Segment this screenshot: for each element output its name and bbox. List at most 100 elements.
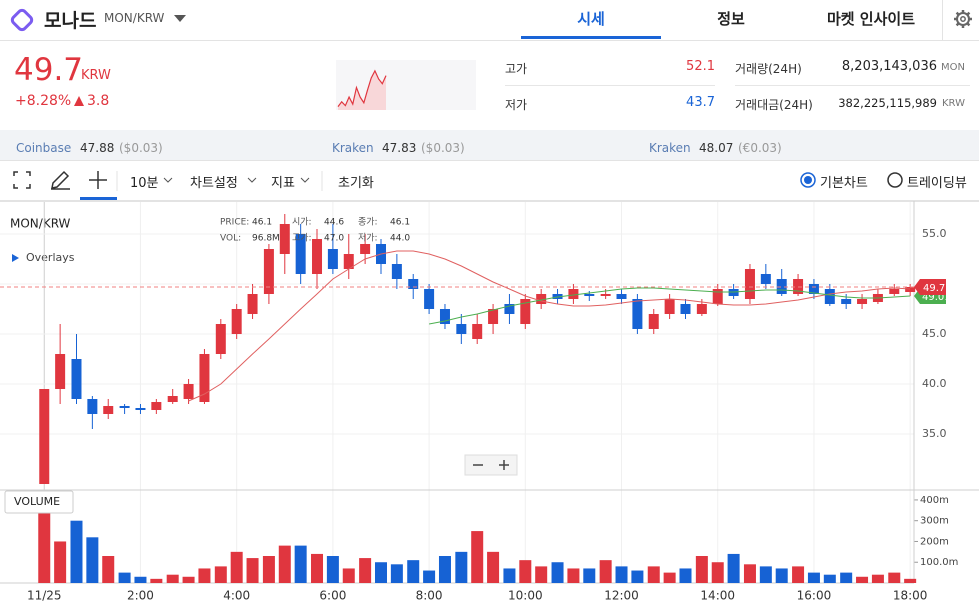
- moving-average: [429, 287, 911, 325]
- mode-option[interactable]: 트레이딩뷰: [907, 176, 967, 191]
- exchange-sub: ($0.03): [119, 141, 163, 155]
- indicators[interactable]: 지표: [271, 176, 295, 191]
- candle-body: [391, 264, 402, 279]
- zoom-box: [464, 454, 518, 476]
- candle-body: [263, 249, 274, 294]
- x-tick-label: 16:00: [797, 589, 832, 603]
- settings-icon[interactable]: [952, 8, 974, 30]
- volume-bar: [503, 568, 516, 583]
- candle-body: [327, 249, 338, 269]
- volume-value: 8,203,143,036: [841, 59, 937, 74]
- candle-body: [279, 224, 290, 254]
- y-tick-label: 55.0: [922, 227, 947, 240]
- candle-body: [103, 406, 114, 414]
- volume-unit: MON: [941, 62, 965, 73]
- overlays[interactable]: Overlays: [26, 251, 75, 264]
- up-arrow: [74, 96, 84, 106]
- exchange-name: Coinbase: [16, 141, 72, 155]
- interval[interactable]: 10분: [130, 176, 159, 191]
- candle-body: [199, 354, 210, 402]
- candle-body: [648, 314, 659, 329]
- volume-bar: [775, 568, 788, 583]
- volume-bar: [134, 576, 147, 583]
- candle-body: [696, 304, 707, 314]
- stat-label: 거래대금(24H): [735, 98, 813, 112]
- candle-body: [488, 309, 499, 324]
- turnover-unit: KRW: [942, 98, 965, 109]
- candle-body: [119, 406, 130, 408]
- candle-body: [857, 299, 868, 304]
- candle-body: [504, 304, 515, 314]
- exchange-name: Kraken: [332, 141, 374, 155]
- candle-body: [824, 289, 835, 304]
- tab[interactable]: 정보: [717, 10, 745, 28]
- candle-body: [616, 294, 627, 299]
- volume-bar: [374, 562, 387, 583]
- radio[interactable]: [887, 172, 903, 188]
- volume-bar: [102, 556, 115, 583]
- volume-bar: [615, 566, 628, 583]
- volume-bar: [326, 556, 339, 583]
- fullscreen-icon[interactable]: [13, 171, 31, 189]
- pencil-icon[interactable]: [51, 170, 70, 190]
- candle-body: [776, 279, 787, 294]
- sparkline-box: [336, 60, 476, 110]
- info-value: 46.1: [390, 218, 410, 228]
- sparkline: [337, 69, 387, 107]
- volume-bar: [519, 560, 532, 583]
- volume-bar: [663, 572, 676, 583]
- mode-option[interactable]: 기본차트: [820, 176, 868, 191]
- y-tick-label: 300m: [920, 516, 949, 527]
- reset[interactable]: 초기화: [338, 176, 374, 191]
- tab-active[interactable]: 시세: [577, 10, 605, 28]
- volume-bar: [278, 545, 291, 583]
- volume-bar: [390, 564, 403, 583]
- volume-bar: [551, 562, 564, 583]
- divider: [505, 85, 715, 86]
- volume-label-box: [4, 490, 74, 514]
- candle-body: [71, 359, 82, 399]
- volume-bar: [166, 574, 179, 583]
- volume-bar: [823, 574, 836, 583]
- y-tick-label: 40.0: [922, 377, 947, 390]
- volume-bar: [840, 572, 853, 583]
- crosshair-icon[interactable]: [89, 171, 107, 189]
- volume-bar: [438, 556, 451, 583]
- volume-bar: [888, 572, 901, 583]
- candle-body: [231, 309, 242, 334]
- x-tick-label: 2:00: [127, 589, 154, 603]
- turnover-value: 382,225,115,989: [838, 96, 937, 110]
- candle-body: [151, 402, 162, 410]
- radio-selected[interactable]: [800, 172, 816, 188]
- candle-body: [215, 324, 226, 354]
- candle-body: [424, 289, 435, 309]
- overlays-arrow[interactable]: [12, 254, 19, 262]
- dropdown-caret[interactable]: [172, 12, 188, 24]
- volume-bar: [359, 558, 372, 583]
- pair: MON/KRW: [104, 11, 165, 25]
- volume-bar: [70, 520, 83, 583]
- exchange-price: 48.07: [699, 141, 734, 155]
- change-pct: +8.28%: [15, 93, 72, 109]
- y-tick-label: 200m: [920, 536, 949, 547]
- tab[interactable]: 마켓 인사이트: [826, 10, 916, 28]
- chart-settings[interactable]: 차트설정: [190, 176, 238, 191]
- candle-body: [183, 384, 194, 399]
- volume-bar: [407, 560, 420, 583]
- volume-bar: [294, 545, 307, 583]
- candle-body: [360, 244, 371, 254]
- candle-body: [808, 284, 819, 294]
- volume-bar: [487, 551, 500, 583]
- volume-bar: [230, 551, 243, 583]
- volume-bar: [54, 541, 67, 583]
- info-value: 44.0: [390, 234, 410, 244]
- volume-bar: [214, 566, 227, 583]
- volume-bar: [38, 493, 51, 583]
- volume-bar: [792, 566, 805, 583]
- x-tick-label: 14:00: [700, 589, 735, 603]
- volume-bar: [262, 556, 275, 583]
- sparkline-area: [338, 70, 386, 110]
- low-value: 43.7: [686, 95, 715, 110]
- volume-bar: [423, 570, 436, 583]
- volume-bar: [86, 537, 99, 583]
